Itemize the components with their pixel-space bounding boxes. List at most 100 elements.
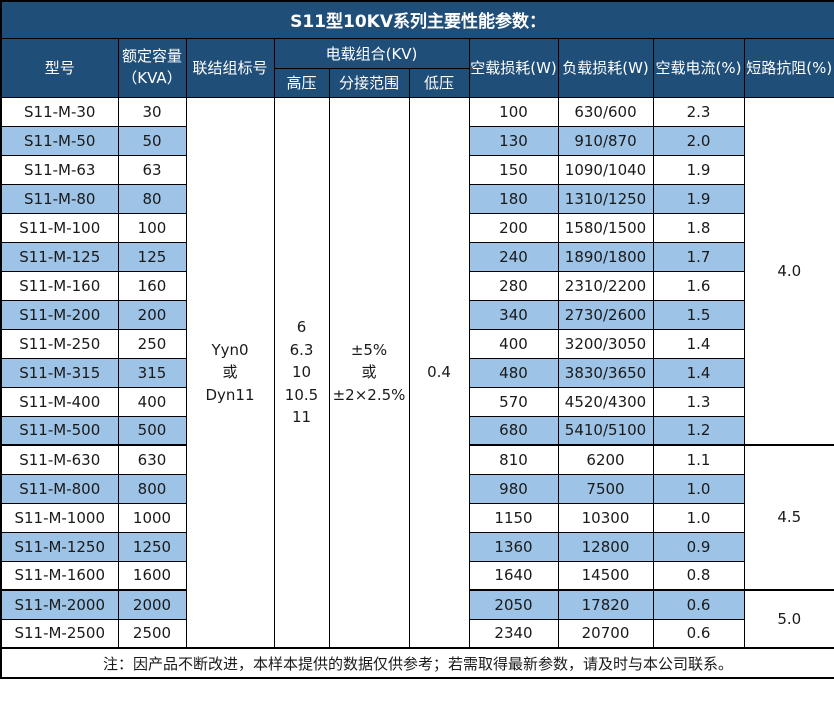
capacity-cell: 160: [117, 270, 187, 301]
noload-loss-cell: 130: [468, 125, 559, 156]
load-loss-cell: 2730/2600: [557, 299, 654, 330]
col-header-hv: 高压: [273, 67, 330, 98]
noload-current-cell: 1.5: [652, 299, 745, 330]
table-row: S11-M-1250 1250 1360 12800 0.9: [0, 531, 834, 562]
table-row: S11-M-125 125 240 1890/1800 1.7: [0, 241, 834, 272]
col-header-noload-current: 空载电流(%): [652, 37, 745, 98]
lv-cell: 0.4: [408, 96, 470, 649]
table-row: S11-M-2500 2500 2340 20700 0.6: [0, 618, 834, 649]
noload-loss-cell: 1640: [468, 560, 559, 591]
model-cell: S11-M-50: [0, 125, 119, 156]
noload-current-cell: 1.9: [652, 154, 745, 185]
load-loss-cell: 6200: [557, 444, 654, 475]
col-header-voltage-combo: 电载组合(KV): [273, 37, 470, 69]
noload-loss-cell: 280: [468, 270, 559, 301]
model-cell: S11-M-2500: [0, 618, 119, 649]
model-cell: S11-M-315: [0, 357, 119, 388]
noload-loss-cell: 680: [468, 415, 559, 446]
noload-current-cell: 1.4: [652, 357, 745, 388]
noload-loss-cell: 2340: [468, 618, 559, 649]
load-loss-cell: 4520/4300: [557, 386, 654, 417]
table-row: S11-M-100 100 200 1580/1500 1.8: [0, 212, 834, 243]
model-cell: S11-M-800: [0, 473, 119, 504]
table-row: S11-M-2000 2000 2050 17820 0.6 5.0: [0, 589, 834, 649]
noload-loss-cell: 2050: [468, 589, 559, 620]
table-row: S11-M-1600 1600 1640 14500 0.8: [0, 560, 834, 591]
noload-loss-cell: 100: [468, 96, 559, 127]
capacity-cell: 1250: [117, 531, 187, 562]
model-cell: S11-M-30: [0, 96, 119, 127]
capacity-cell: 30: [117, 96, 187, 127]
col-header-capacity: 额定容量 （KVA）: [117, 37, 187, 98]
noload-current-cell: 0.6: [652, 589, 745, 620]
model-cell: S11-M-125: [0, 241, 119, 272]
noload-current-cell: 1.9: [652, 183, 745, 214]
model-cell: S11-M-200: [0, 299, 119, 330]
load-loss-cell: 5410/5100: [557, 415, 654, 446]
noload-current-cell: 1.6: [652, 270, 745, 301]
noload-loss-cell: 980: [468, 473, 559, 504]
load-loss-cell: 1890/1800: [557, 241, 654, 272]
capacity-cell: 1000: [117, 502, 187, 533]
capacity-cell: 2500: [117, 618, 187, 649]
noload-current-cell: 1.2: [652, 415, 745, 446]
model-cell: S11-M-1250: [0, 531, 119, 562]
model-cell: S11-M-400: [0, 386, 119, 417]
table-row: S11-M-80 80 180 1310/1250 1.9: [0, 183, 834, 214]
header-row-sub: 高压 分接范围 低压: [1, 67, 834, 98]
capacity-cell: 2000: [117, 589, 187, 620]
hv-cell: 6 6.3 10 10.5 11: [273, 96, 330, 649]
note-row: 注：因产品不断改进，本样本提供的数据仅供参考；若需取得最新参数，请及时与本公司联…: [0, 647, 834, 679]
table-row: S11-M-800 800 980 7500 1.0: [0, 473, 834, 504]
col-header-connection: 联结组标号: [185, 37, 275, 98]
table-row: S11-M-30 30 Yyn0 或 Dyn11 6 6.3 10 10.5 11 ±5…: [0, 96, 834, 649]
noload-current-cell: 1.0: [652, 473, 745, 504]
load-loss-cell: 17820: [557, 589, 654, 620]
capacity-cell: 125: [117, 241, 187, 272]
capacity-cell: 50: [117, 125, 187, 156]
model-cell: S11-M-250: [0, 328, 119, 359]
load-loss-cell: 3830/3650: [557, 357, 654, 388]
table-row: S11-M-63 63 150 1090/1040 1.9: [0, 154, 834, 185]
capacity-cell: 500: [117, 415, 187, 446]
noload-loss-cell: 240: [468, 241, 559, 272]
noload-current-cell: 0.8: [652, 560, 745, 591]
model-cell: S11-M-2000: [0, 589, 119, 620]
model-cell: S11-M-500: [0, 415, 119, 446]
col-header-tap-range: 分接范围: [328, 67, 410, 98]
noload-current-cell: 1.1: [652, 444, 745, 475]
load-loss-cell: 910/870: [557, 125, 654, 156]
noload-current-cell: 1.7: [652, 241, 745, 272]
noload-loss-cell: 810: [468, 444, 559, 475]
connection-cell: Yyn0 或 Dyn11: [185, 96, 275, 649]
table-body: S11-M-30 30 Yyn0 或 Dyn11 6 6.3 10 10.5 11 ±5…: [0, 96, 834, 649]
load-loss-cell: 1090/1040: [557, 154, 654, 185]
col-header-model: 型号: [0, 37, 119, 98]
col-header-lv: 低压: [408, 67, 470, 98]
table-row: S11-M-50 50 130 910/870 2.0: [0, 125, 834, 156]
model-cell: S11-M-160: [0, 270, 119, 301]
noload-loss-cell: 570: [468, 386, 559, 417]
capacity-cell: 250: [117, 328, 187, 359]
noload-loss-cell: 400: [468, 328, 559, 359]
capacity-cell: 1600: [117, 560, 187, 591]
capacity-cell: 800: [117, 473, 187, 504]
load-loss-cell: 1310/1250: [557, 183, 654, 214]
capacity-cell: 63: [117, 154, 187, 185]
noload-current-cell: 1.0: [652, 502, 745, 533]
load-loss-cell: 20700: [557, 618, 654, 649]
capacity-cell: 80: [117, 183, 187, 214]
load-loss-cell: 2310/2200: [557, 270, 654, 301]
noload-current-cell: 1.4: [652, 328, 745, 359]
capacity-cell: 400: [117, 386, 187, 417]
noload-current-cell: 1.3: [652, 386, 745, 417]
noload-loss-cell: 340: [468, 299, 559, 330]
spec-table: S11型10KV系列主要性能参数： 型号 额定容量 （KVA） 联结组标号 电载…: [0, 0, 834, 679]
noload-loss-cell: 200: [468, 212, 559, 243]
model-cell: S11-M-63: [0, 154, 119, 185]
capacity-cell: 315: [117, 357, 187, 388]
noload-loss-cell: 180: [468, 183, 559, 214]
load-loss-cell: 10300: [557, 502, 654, 533]
capacity-cell: 100: [117, 212, 187, 243]
